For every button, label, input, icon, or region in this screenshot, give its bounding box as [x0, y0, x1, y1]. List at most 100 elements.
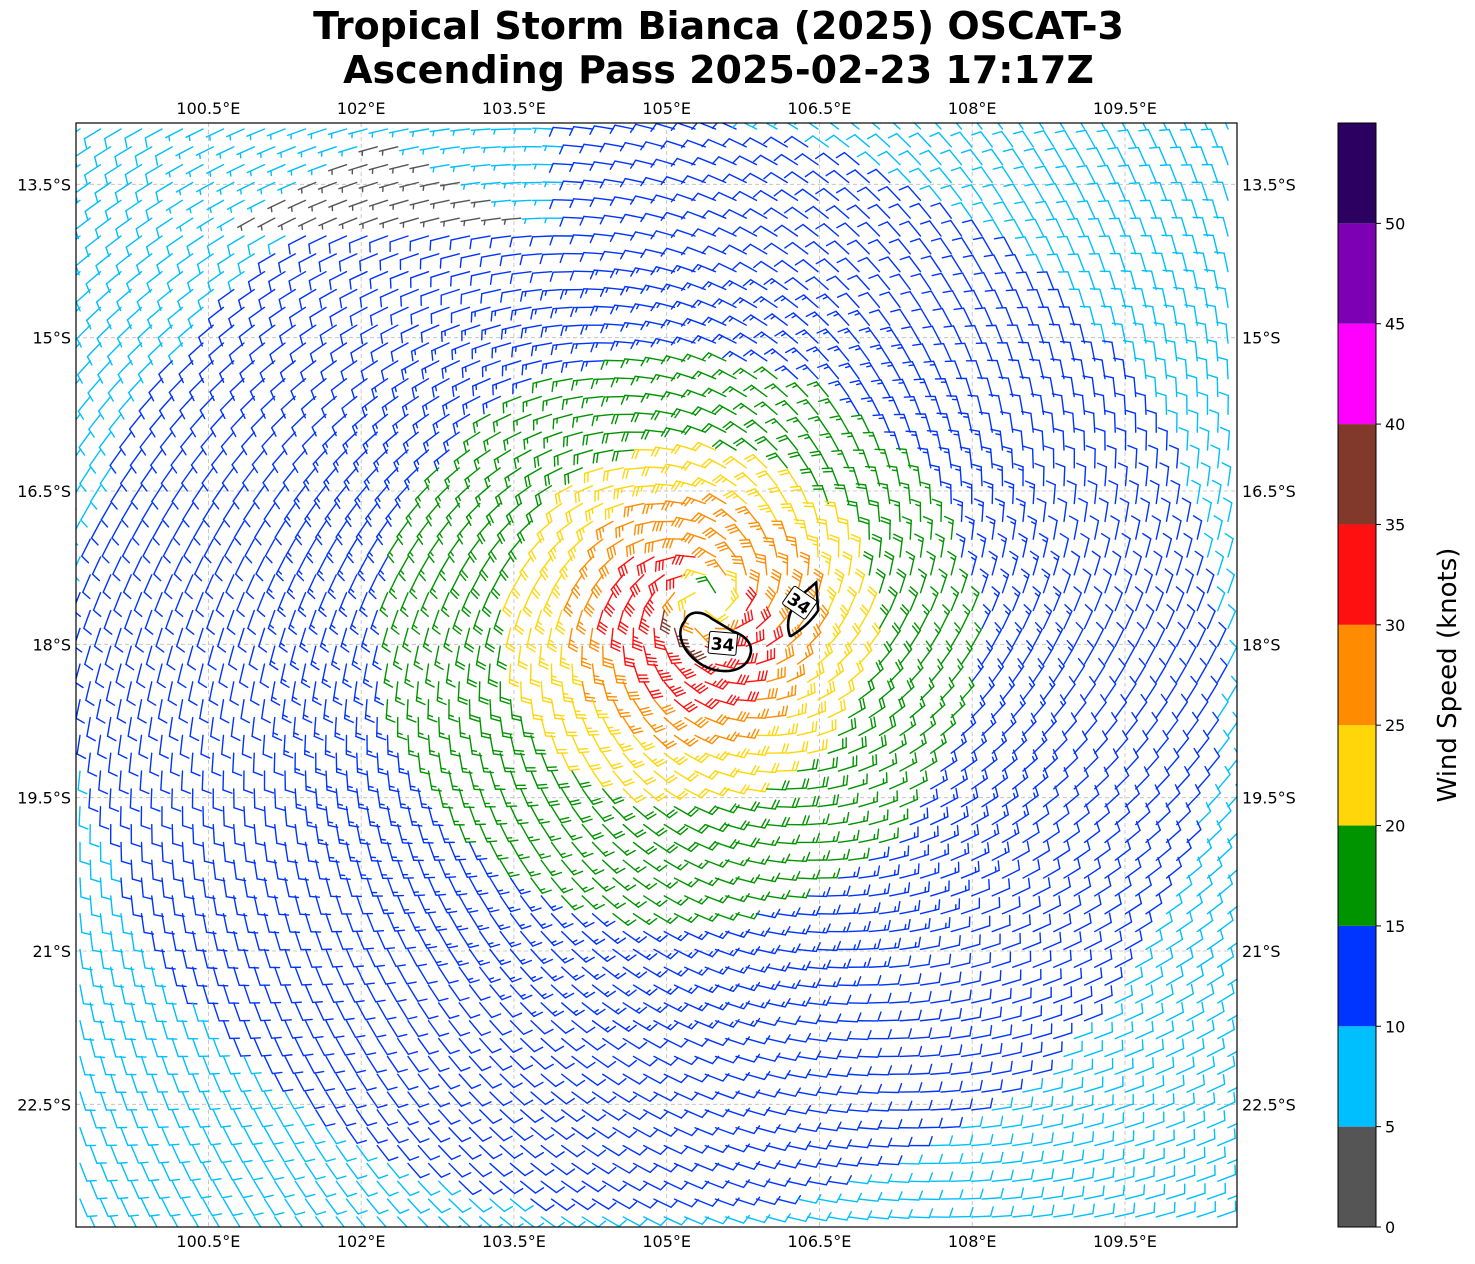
- wind-barb: [1065, 147, 1086, 166]
- wind-barb: [1019, 376, 1034, 398]
- wind-barb: [451, 377, 471, 398]
- wind-barb: [1006, 324, 1024, 344]
- wind-barb: [753, 296, 778, 309]
- wind-barb: [1118, 164, 1137, 184]
- wind-barb: [185, 128, 204, 142]
- wind-barb: [589, 125, 614, 135]
- wind-barb: [867, 203, 891, 219]
- wind-barb: [831, 449, 850, 469]
- wind-barb: [114, 181, 132, 203]
- wind-barb: [368, 163, 389, 175]
- wind-barb: [1162, 123, 1168, 130]
- wind-barb: [1045, 182, 1065, 202]
- wind-barb: [786, 416, 809, 433]
- wind-barb: [611, 449, 635, 462]
- wind-barb: [440, 288, 460, 306]
- wind-barb: [460, 217, 481, 227]
- wind-barb: [155, 146, 173, 166]
- wind-barb: [874, 448, 891, 469]
- wind-barb: [399, 181, 419, 192]
- wind-barb: [217, 253, 235, 274]
- wind-barb: [236, 181, 255, 195]
- wind-barb: [440, 217, 460, 227]
- wind-barb: [1098, 235, 1116, 255]
- wind-barb: [1055, 200, 1075, 219]
- wind-barb: [599, 214, 624, 225]
- wind-barb: [541, 360, 563, 375]
- wind-barb: [242, 467, 255, 492]
- wind-barb: [358, 217, 378, 229]
- colorbar-tick-label: 30: [1385, 616, 1405, 635]
- wind-barb: [108, 413, 122, 438]
- wind-barb: [84, 163, 102, 185]
- wind-barb: [841, 432, 860, 451]
- wind-barb: [186, 235, 204, 257]
- wind-barb: [1027, 324, 1045, 344]
- wind-barb: [339, 288, 358, 309]
- wind-barb: [660, 391, 686, 401]
- wind-barb: [732, 297, 758, 309]
- wind-barb: [908, 132, 932, 148]
- wind-barb: [589, 161, 614, 171]
- wind-barb: [784, 277, 809, 291]
- wind-barb: [1200, 462, 1211, 487]
- wind-barb: [1013, 165, 1034, 184]
- wind-barb: [313, 485, 327, 510]
- wind-barb: [711, 227, 737, 237]
- wind-barb: [493, 449, 512, 470]
- wind-barb: [1180, 164, 1198, 184]
- wind-barb: [640, 392, 665, 403]
- wind-barb: [879, 291, 901, 309]
- wind-barb: [1182, 234, 1198, 255]
- wind-barb: [559, 252, 583, 264]
- wind-barb: [522, 395, 542, 413]
- colorbar-tick-label: 0: [1385, 1218, 1395, 1237]
- lat-tick-label-right: 22.5°S: [1242, 1095, 1296, 1114]
- wind-barb: [529, 270, 553, 284]
- wind-barb: [936, 412, 952, 433]
- wind-barb: [701, 458, 727, 469]
- wind-barb: [847, 309, 870, 326]
- wind-barb: [127, 342, 143, 366]
- wind-barb: [1076, 462, 1087, 487]
- wind-barb: [623, 502, 645, 518]
- wind-barb: [919, 481, 932, 505]
- wind-barb: [340, 360, 358, 382]
- wind-barb: [1096, 462, 1108, 487]
- wind-barb: [124, 128, 143, 149]
- colorbar-bin: [1338, 624, 1376, 726]
- wind-barb: [141, 502, 153, 528]
- wind-barb: [742, 278, 768, 291]
- wind-barb: [846, 204, 870, 219]
- wind-barb: [629, 195, 655, 205]
- wind-barb: [899, 220, 922, 237]
- wind-barb: [231, 449, 245, 474]
- wind-barb: [135, 217, 153, 239]
- wind-barb: [211, 449, 225, 474]
- wind-barb: [774, 330, 799, 344]
- wind-barb: [753, 331, 778, 344]
- wind-barb: [551, 377, 573, 393]
- wind-barb: [318, 217, 337, 230]
- wind-barb: [165, 163, 184, 178]
- wind-barb: [287, 163, 307, 176]
- wind-barb: [512, 413, 532, 432]
- wind-barb: [419, 146, 440, 155]
- wind-barb: [529, 235, 553, 247]
- wind-barb: [1064, 445, 1076, 469]
- wind-barb: [1202, 199, 1219, 219]
- wind-barb: [202, 502, 214, 528]
- wind-barb: [599, 250, 624, 261]
- wind-barb: [1165, 374, 1178, 398]
- wind-barb: [924, 395, 942, 416]
- wind-barb: [701, 493, 727, 505]
- wind-barb: [957, 412, 973, 433]
- wind-barb: [985, 324, 1004, 344]
- wind-barb: [620, 285, 645, 296]
- wind-barb: [388, 163, 409, 174]
- wind-barb: [140, 467, 153, 492]
- wind-barb: [952, 272, 973, 291]
- wind-barb: [450, 199, 471, 209]
- wind-barb: [1047, 288, 1065, 309]
- wind-barb: [187, 270, 204, 293]
